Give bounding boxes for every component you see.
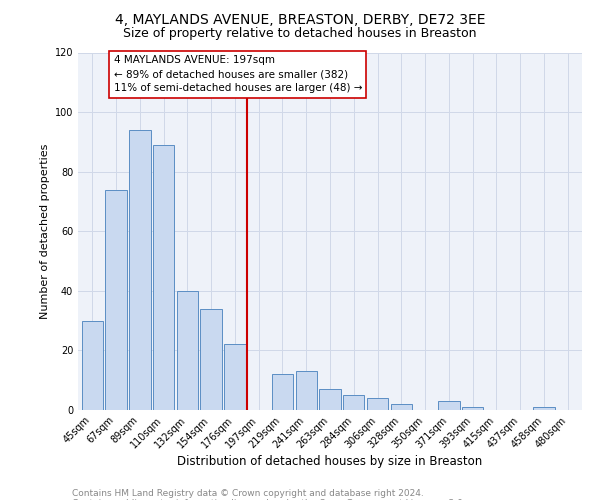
Bar: [176, 291, 198, 410]
Bar: [391, 404, 412, 410]
Bar: [224, 344, 245, 410]
Bar: [533, 407, 554, 410]
Bar: [82, 320, 103, 410]
Y-axis label: Number of detached properties: Number of detached properties: [40, 144, 50, 319]
Bar: [106, 190, 127, 410]
X-axis label: Distribution of detached houses by size in Breaston: Distribution of detached houses by size …: [178, 455, 482, 468]
Text: Contains HM Land Registry data © Crown copyright and database right 2024.: Contains HM Land Registry data © Crown c…: [72, 488, 424, 498]
Text: Contains public sector information licensed under the Open Government Licence v3: Contains public sector information licen…: [72, 498, 466, 500]
Bar: [319, 389, 341, 410]
Bar: [438, 401, 460, 410]
Bar: [129, 130, 151, 410]
Text: 4 MAYLANDS AVENUE: 197sqm
← 89% of detached houses are smaller (382)
11% of semi: 4 MAYLANDS AVENUE: 197sqm ← 89% of detac…: [113, 56, 362, 94]
Bar: [200, 308, 222, 410]
Bar: [343, 395, 364, 410]
Text: 4, MAYLANDS AVENUE, BREASTON, DERBY, DE72 3EE: 4, MAYLANDS AVENUE, BREASTON, DERBY, DE7…: [115, 12, 485, 26]
Bar: [296, 372, 317, 410]
Bar: [367, 398, 388, 410]
Bar: [153, 145, 174, 410]
Bar: [462, 407, 484, 410]
Bar: [272, 374, 293, 410]
Text: Size of property relative to detached houses in Breaston: Size of property relative to detached ho…: [123, 28, 477, 40]
